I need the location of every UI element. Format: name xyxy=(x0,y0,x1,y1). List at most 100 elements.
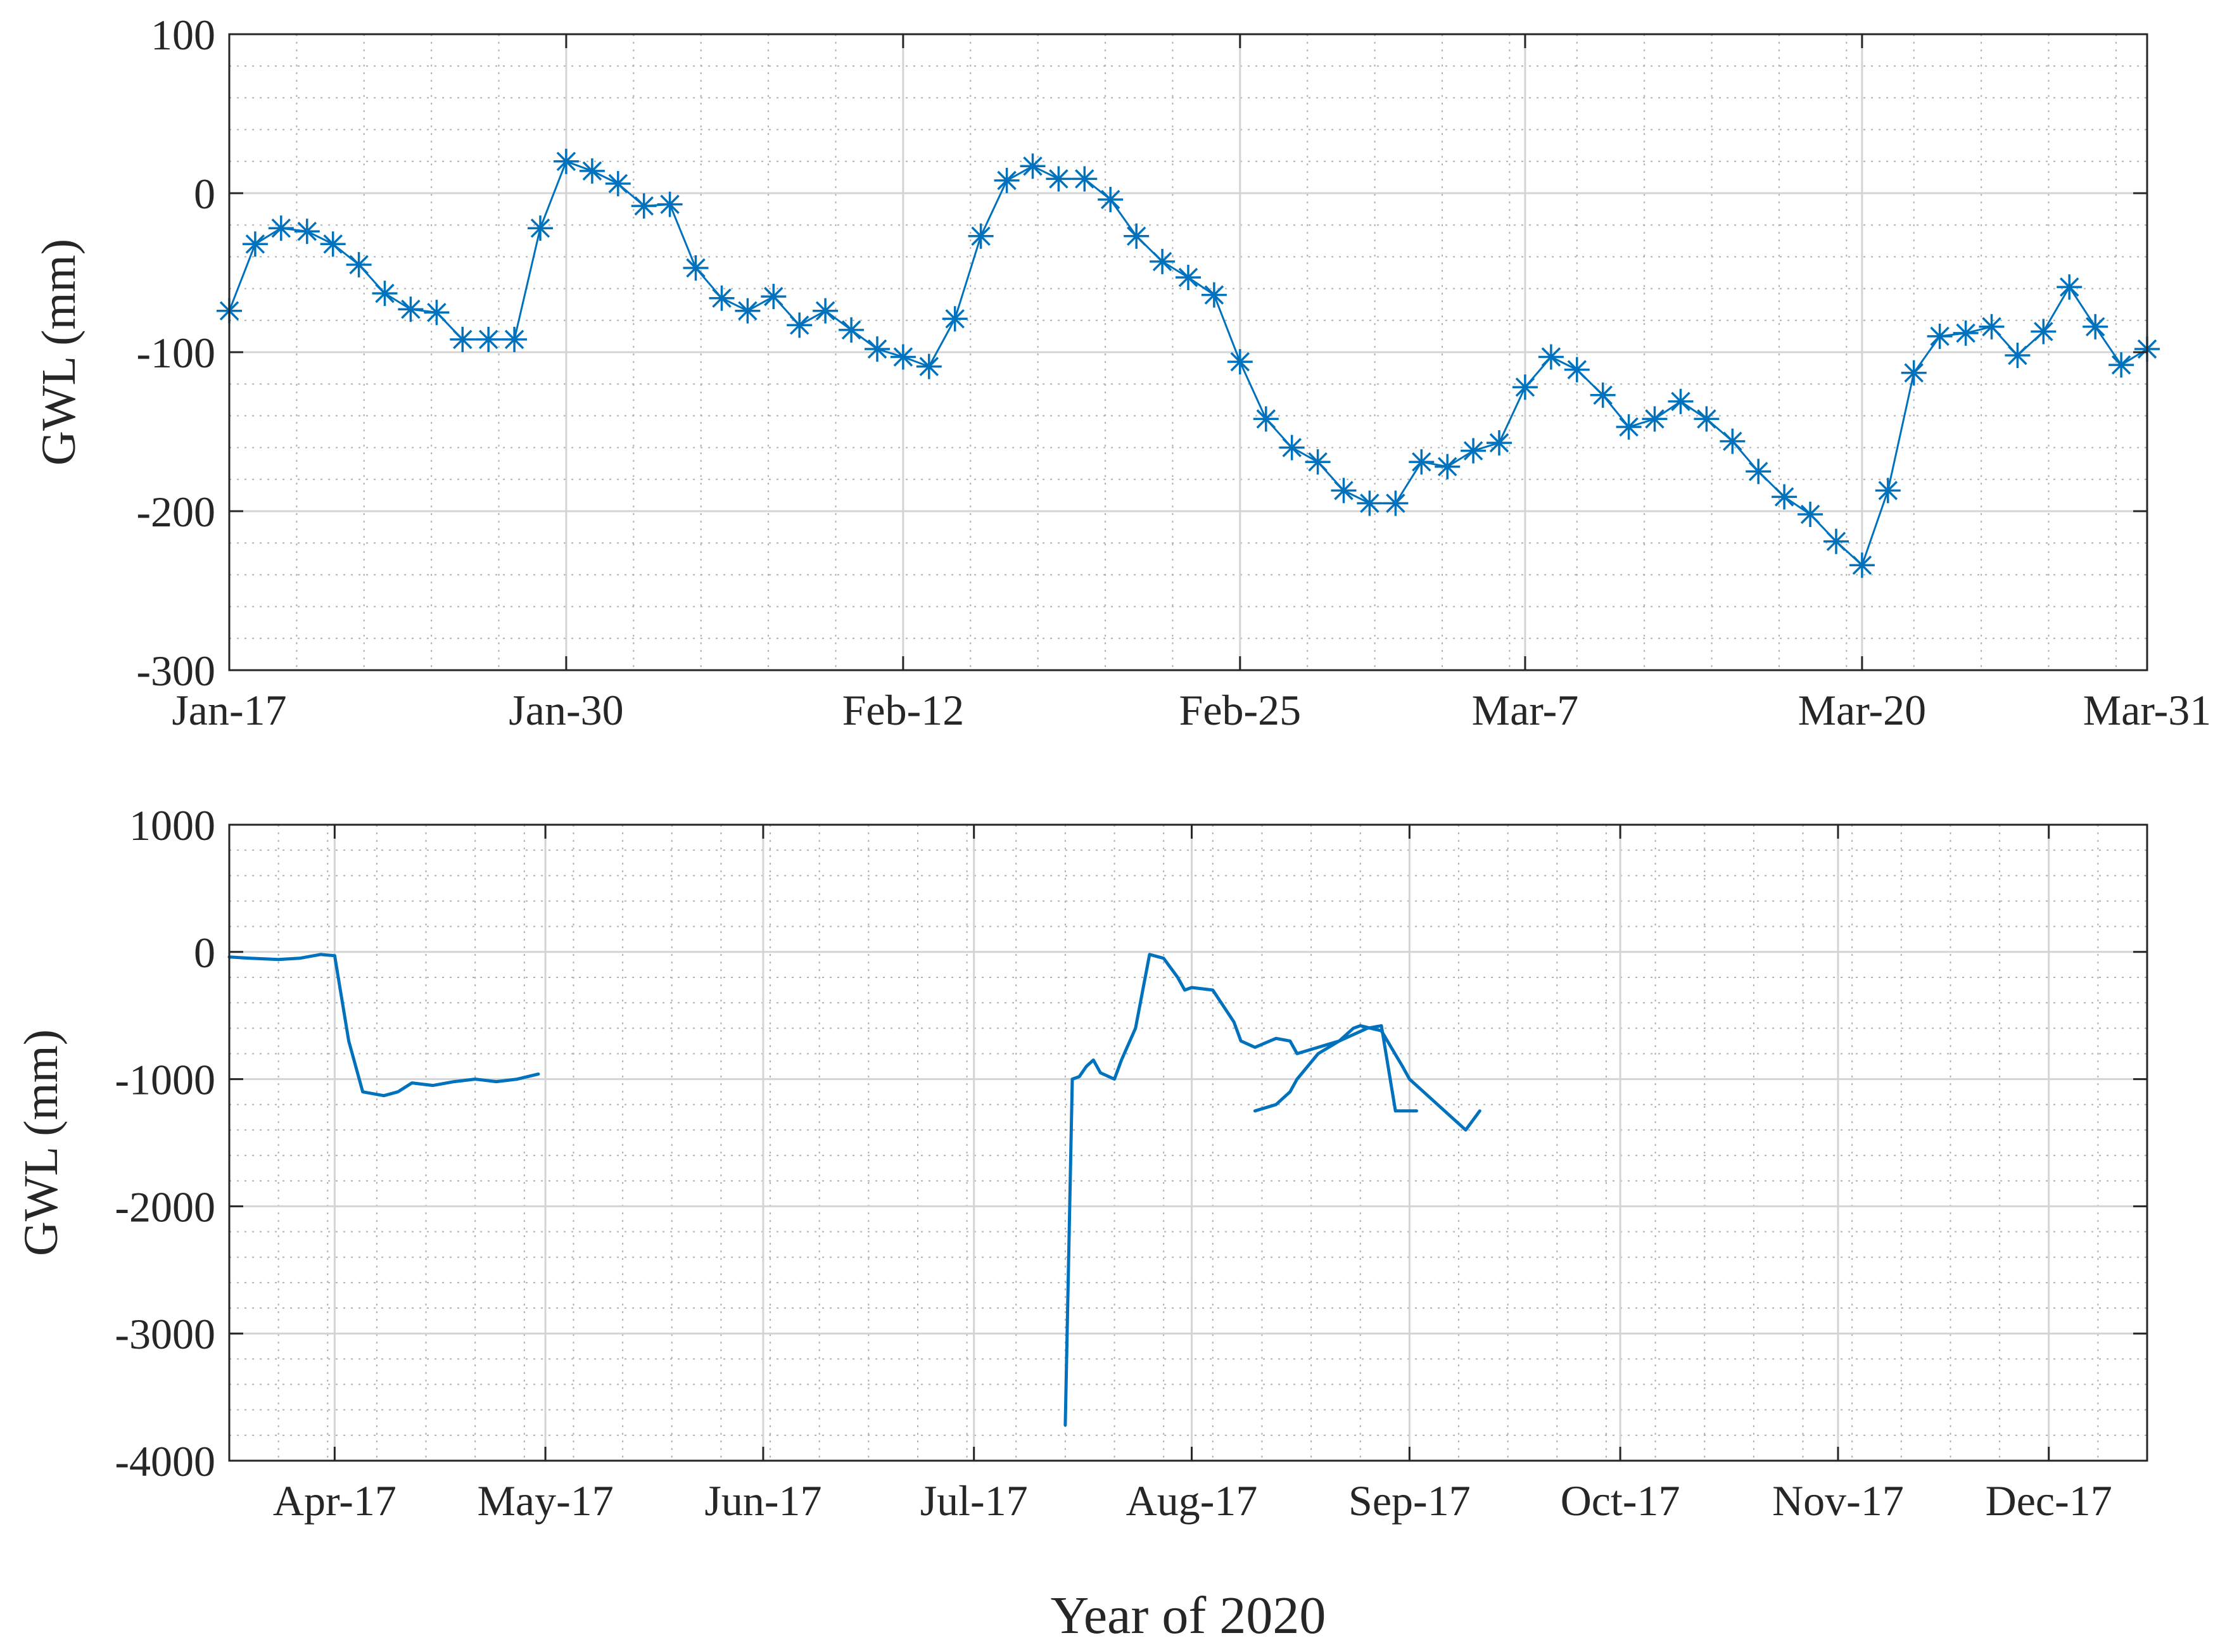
data-point xyxy=(1176,265,1201,290)
data-point xyxy=(1383,490,1409,516)
data-point xyxy=(2083,314,2108,340)
y-tick-label: 1000 xyxy=(129,801,215,849)
top-y-axis-label: GWL (mm) xyxy=(32,239,86,466)
data-point xyxy=(1305,449,1331,475)
y-tick-label: -200 xyxy=(136,488,215,536)
data-point xyxy=(294,219,320,245)
data-point xyxy=(605,170,631,196)
x-tick-label: Apr-17 xyxy=(273,1477,396,1525)
data-point xyxy=(813,298,839,324)
bottom-y-ticks: 1000 0 -1000 -2000 -3000 -4000 xyxy=(115,801,2147,1485)
bottom-y-axis-label: GWL (mm) xyxy=(15,1029,68,1256)
data-point xyxy=(683,255,709,281)
y-tick-label: 0 xyxy=(194,929,215,977)
data-point xyxy=(268,215,294,241)
data-point xyxy=(1357,490,1383,516)
data-point xyxy=(424,300,450,326)
data-point xyxy=(1512,374,1538,400)
y-tick-label: -100 xyxy=(136,329,215,377)
data-point xyxy=(1487,430,1512,456)
data-point xyxy=(942,306,968,332)
y-tick-label: -2000 xyxy=(115,1183,215,1231)
data-point xyxy=(735,298,761,324)
data-point xyxy=(1590,382,1616,408)
x-tick-label: Mar-31 xyxy=(2083,686,2212,734)
data-point xyxy=(1772,484,1798,510)
data-point xyxy=(1331,478,1357,504)
y-tick-label: -4000 xyxy=(115,1437,215,1485)
data-point xyxy=(1720,428,1746,454)
x-tick-label: Aug-17 xyxy=(1126,1477,1258,1525)
x-tick-label: Jan-30 xyxy=(509,686,623,734)
x-tick-label: Mar-20 xyxy=(1798,686,1927,734)
bottom-grid xyxy=(229,823,2147,1462)
x-tick-label: Feb-12 xyxy=(842,686,965,734)
data-point xyxy=(865,336,890,362)
x-tick-label: Jun-17 xyxy=(704,1477,821,1525)
x-axis-label: Year of 2020 xyxy=(1051,1586,1326,1645)
data-point xyxy=(1798,502,1823,527)
data-point xyxy=(2057,274,2083,300)
data-point xyxy=(553,148,579,174)
data-point xyxy=(890,344,916,370)
top-x-ticks: Jan-17 Jan-30 Feb-12 Feb-25 Mar-7 Mar-20 Mar-3… xyxy=(172,34,2211,734)
data-point xyxy=(1020,153,1046,179)
data-point xyxy=(528,215,553,241)
y-tick-label: -1000 xyxy=(115,1056,215,1104)
data-point xyxy=(2005,343,2031,368)
data-point xyxy=(1253,406,1279,432)
x-tick-label: Jul-17 xyxy=(920,1477,1028,1525)
data-point xyxy=(1046,166,1072,192)
data-point xyxy=(1564,357,1590,383)
x-tick-label: Mar-7 xyxy=(1472,686,1579,734)
data-point xyxy=(398,296,424,322)
data-point xyxy=(1150,248,1176,274)
data-point xyxy=(1953,320,1979,346)
data-point xyxy=(1901,360,1927,386)
top-series xyxy=(217,148,2160,578)
top-y-ticks: 100 0 -100 -200 -300 xyxy=(136,11,2147,695)
x-tick-label: Feb-25 xyxy=(1179,686,1302,734)
x-tick-label: Nov-17 xyxy=(1772,1477,1904,1525)
x-tick-label: Dec-17 xyxy=(1986,1477,2112,1525)
data-point xyxy=(1668,388,1694,414)
x-tick-label: Jan-17 xyxy=(172,686,286,734)
data-point xyxy=(1124,223,1150,249)
data-point xyxy=(994,167,1020,193)
y-tick-label: -3000 xyxy=(115,1310,215,1358)
data-point xyxy=(1538,344,1564,370)
bottom-plot-area xyxy=(229,825,2147,1461)
x-tick-label: Oct-17 xyxy=(1561,1477,1680,1525)
top-chart-panel: 100 0 -100 -200 -300 Jan-17 Jan-30 Feb-12 Feb-2… xyxy=(32,11,2211,734)
data-point xyxy=(1072,166,1098,192)
data-point xyxy=(372,281,398,307)
data-point xyxy=(839,317,865,343)
data-point xyxy=(242,231,268,257)
bottom-chart-panel: 1000 0 -1000 -2000 -3000 -4000 Apr-17 May-17 Ju… xyxy=(15,801,2148,1525)
data-point xyxy=(1461,438,1487,464)
data-point xyxy=(631,193,657,219)
data-point xyxy=(1616,414,1642,440)
bottom-series xyxy=(227,953,1481,1427)
data-point xyxy=(1201,282,1227,308)
series-line xyxy=(1253,1024,1481,1132)
data-point xyxy=(2031,319,2057,345)
x-tick-label: May-17 xyxy=(477,1477,613,1525)
data-point xyxy=(709,285,735,311)
data-point xyxy=(1098,187,1124,212)
data-point xyxy=(787,312,813,338)
data-point xyxy=(2108,352,2134,378)
data-point xyxy=(657,191,683,217)
data-point xyxy=(1823,528,1849,554)
series-line xyxy=(1063,953,1418,1427)
data-point xyxy=(1875,478,1901,504)
data-point xyxy=(502,326,528,352)
bottom-axes-box xyxy=(228,823,2148,1462)
data-point xyxy=(1849,552,1875,578)
data-point xyxy=(1279,435,1305,461)
bottom-x-ticks: Apr-17 May-17 Jun-17 Jul-17 Aug-17 Sep-17 Oct-… xyxy=(273,825,2112,1525)
data-point xyxy=(761,284,787,310)
data-point xyxy=(1927,323,1953,349)
data-point xyxy=(450,326,476,352)
